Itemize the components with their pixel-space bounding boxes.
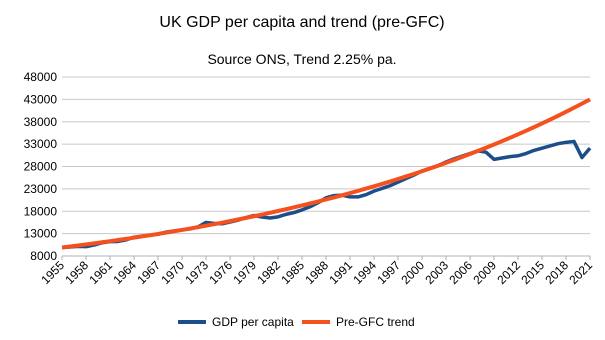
legend-label: GDP per capita (212, 315, 294, 329)
x-tick-label: 1958 (62, 258, 91, 287)
y-tick-label: 13000 (24, 227, 58, 241)
y-tick-label: 43000 (24, 92, 58, 106)
legend-label: Pre-GFC trend (336, 315, 415, 329)
y-tick-label: 23000 (24, 182, 58, 196)
x-tick-label: 2000 (398, 258, 427, 287)
chart-subtitle: Source ONS, Trend 2.25% pa. (207, 51, 396, 67)
series-line (61, 97, 591, 250)
x-tick-label: 1970 (158, 258, 187, 287)
x-tick-label: 2018 (542, 258, 571, 287)
x-tick-label: 1985 (278, 258, 307, 287)
x-tick-label: 1967 (134, 258, 163, 287)
x-tick-label: 1961 (86, 258, 115, 287)
x-tick-label: 2009 (470, 258, 499, 287)
x-tick-label: 2015 (518, 258, 547, 287)
x-tick-label: 1988 (302, 258, 331, 287)
x-tick-label: 1973 (182, 258, 211, 287)
y-tick-label: 8000 (30, 249, 57, 263)
x-tick-label: 1979 (230, 258, 259, 287)
y-tick-label: 33000 (24, 137, 58, 151)
x-tick-label: 2006 (446, 258, 475, 287)
x-tick-label: 1994 (350, 258, 379, 287)
y-tick-label: 48000 (24, 70, 58, 84)
y-tick-label: 28000 (24, 160, 58, 174)
x-tick-label: 1976 (206, 258, 235, 287)
x-tick-label: 1997 (374, 258, 403, 287)
series-line (61, 139, 592, 250)
x-tick-label: 2012 (494, 258, 523, 287)
x-tick-label: 1982 (254, 258, 283, 287)
y-tick-label: 38000 (24, 115, 58, 129)
y-tick-label: 18000 (24, 204, 58, 218)
chart-title: UK GDP per capita and trend (pre-GFC) (159, 14, 444, 31)
x-tick-label: 2021 (566, 258, 595, 287)
x-tick-label: 1991 (326, 258, 355, 287)
x-tick-label: 1964 (110, 258, 139, 287)
x-tick-label: 2003 (422, 258, 451, 287)
